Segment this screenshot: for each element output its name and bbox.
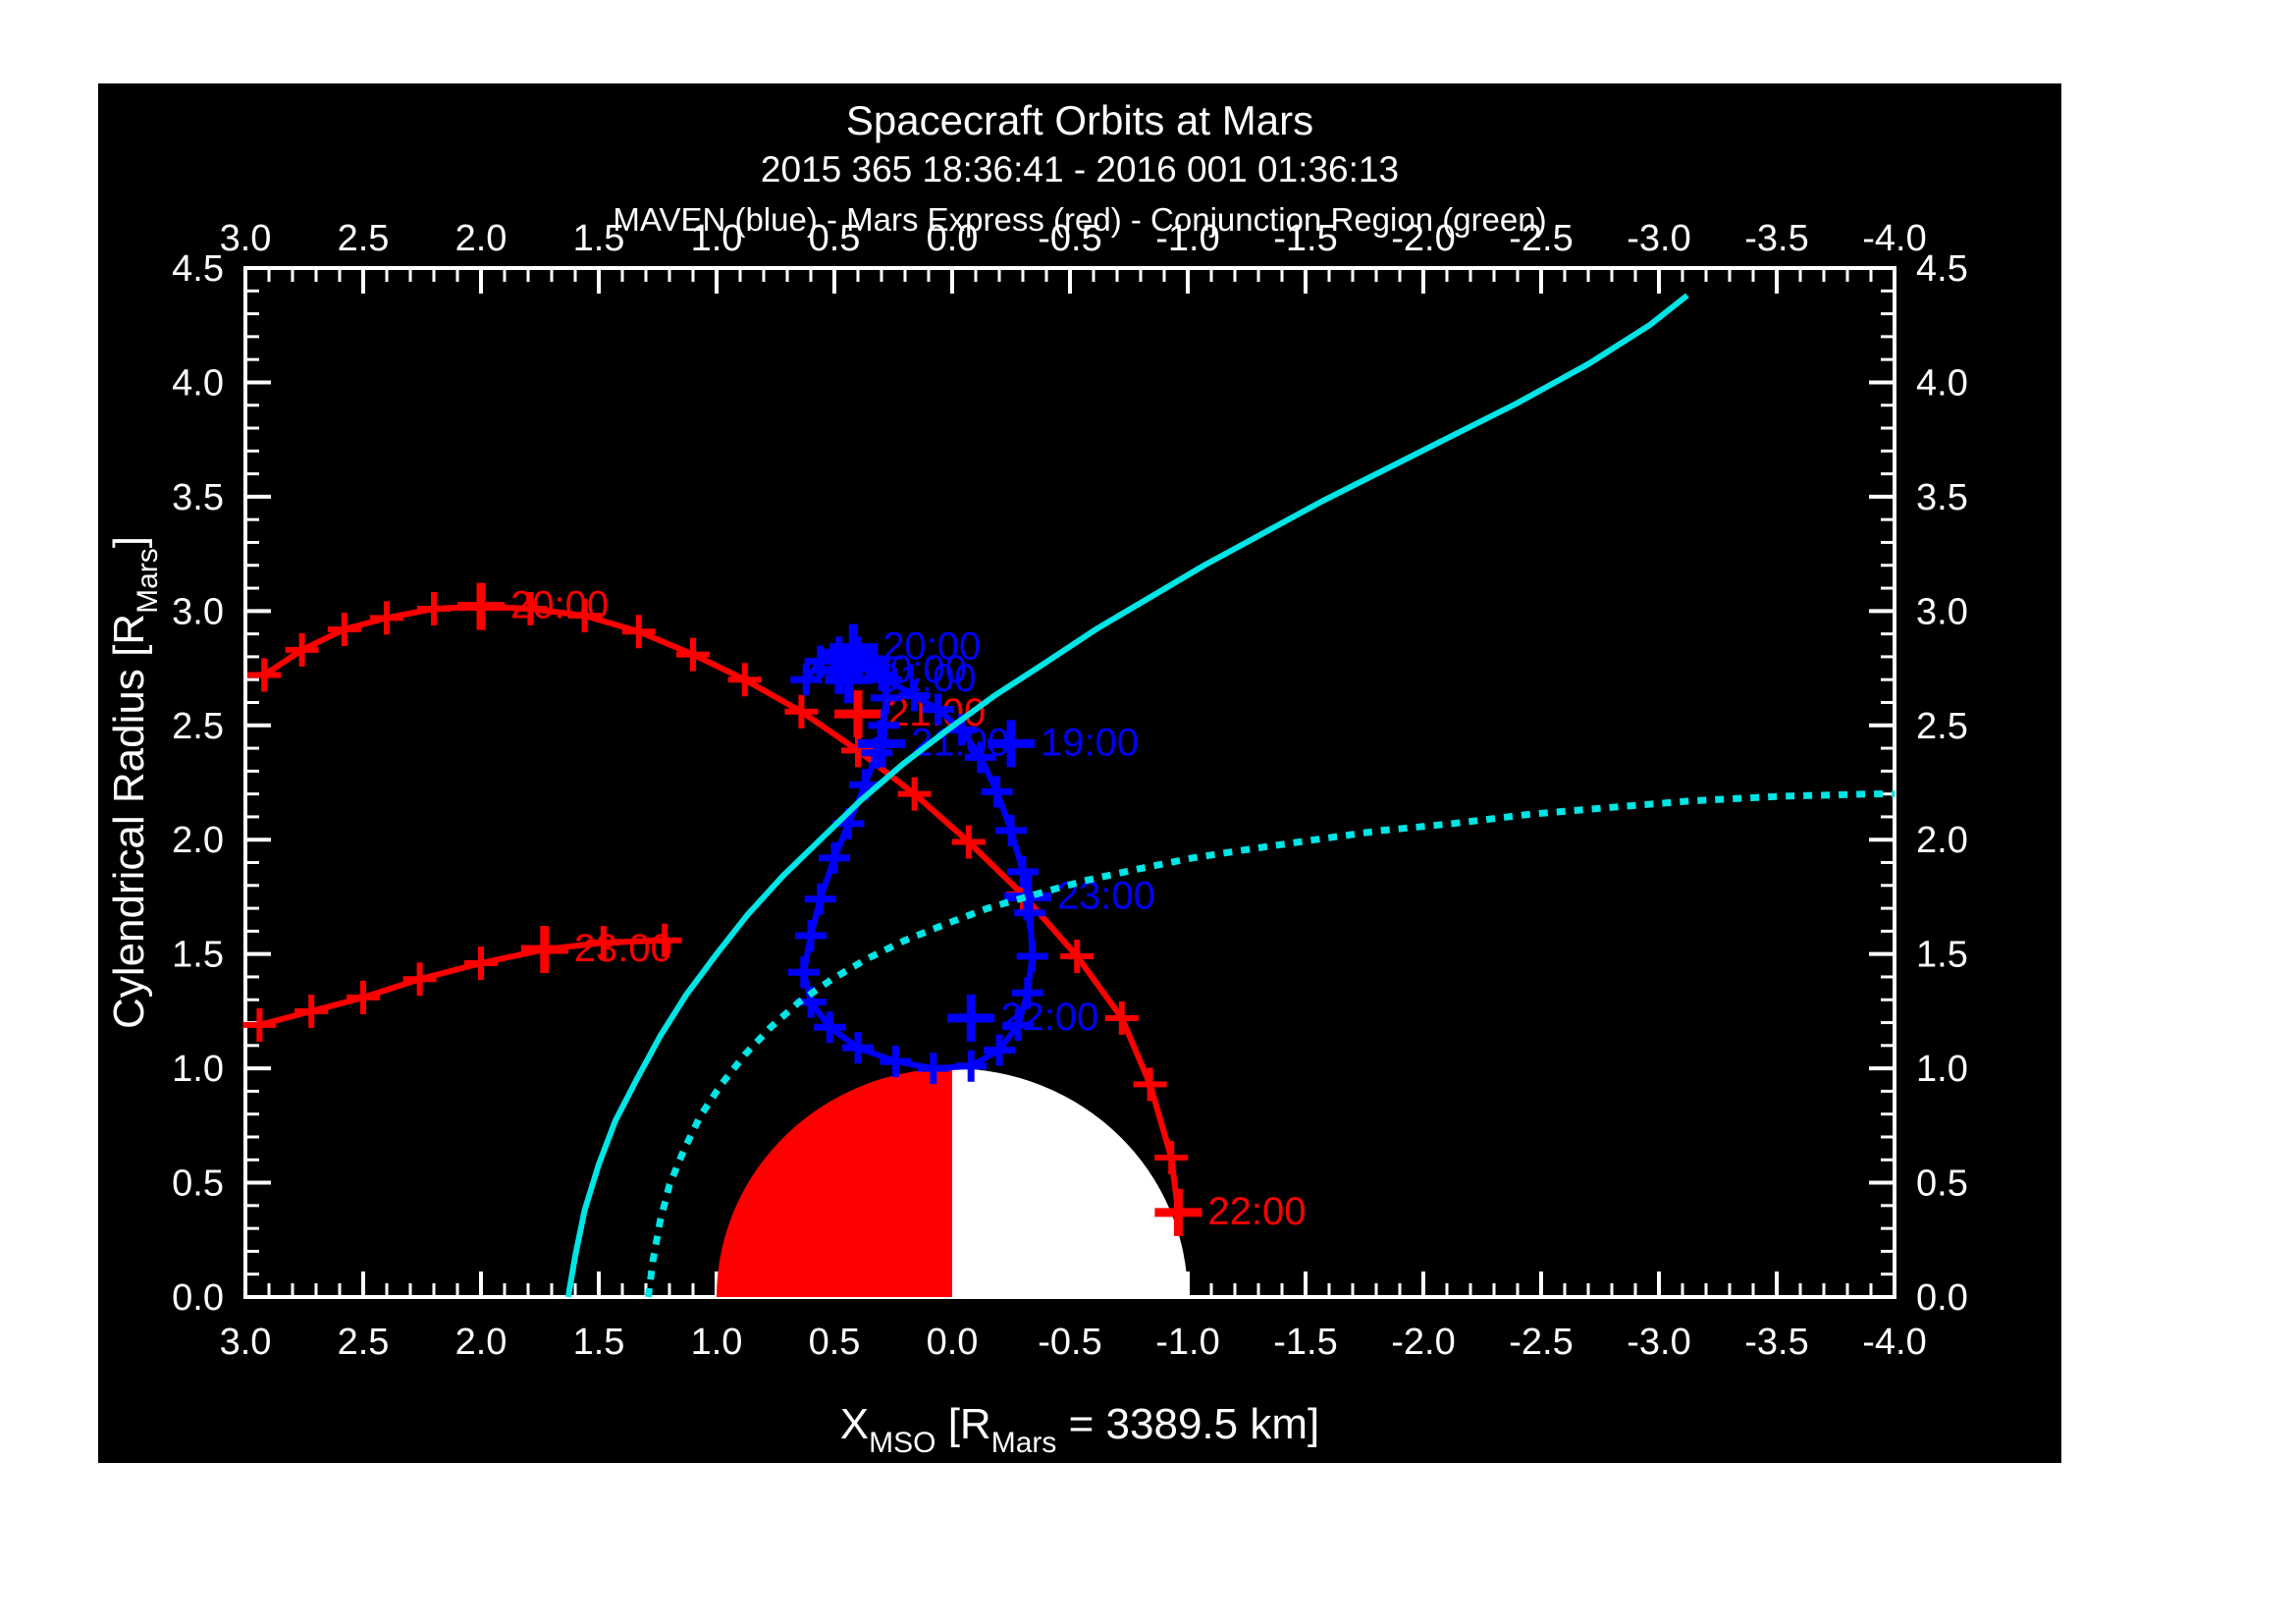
x-tick-label-top: 0.5: [809, 218, 861, 259]
x-tick-label-top: 0.0: [927, 218, 979, 259]
y-tick-label-left: 3.0: [172, 591, 224, 632]
series-conjunction-region-mpb-dotted-: [644, 790, 1895, 1298]
y-tick-label-left: 2.5: [172, 706, 224, 747]
time-label: 23:00: [574, 927, 672, 970]
page-title: Spacecraft Orbits at Mars: [846, 97, 1313, 143]
time-label: 22:00: [1000, 996, 1098, 1039]
y-tick-label-right: 2.5: [1916, 706, 1968, 747]
y-tick-label-right: 1.0: [1916, 1049, 1968, 1090]
time-label: 20:00: [510, 584, 609, 627]
time-label: 20:00: [882, 625, 981, 669]
time-label: 19:00: [1041, 721, 1139, 764]
y-tick-label-left: 3.5: [172, 477, 224, 518]
time-label: 00:00: [869, 648, 967, 691]
x-tick-label-top: 2.5: [338, 218, 390, 259]
mars-nightside: [952, 1068, 1188, 1297]
y-tick-label-right: 3.5: [1916, 477, 1968, 518]
x-tick-label-top: 1.5: [573, 218, 625, 259]
y-tick-label-left: 2.0: [172, 820, 224, 861]
x-tick-label-bottom: -1.0: [1155, 1322, 1219, 1363]
x-tick-label-bottom: 1.5: [573, 1322, 625, 1363]
series-mars-express-lower-arc-inbound-: 23:00: [242, 923, 682, 1042]
x-tick-label-bottom: -2.5: [1509, 1322, 1573, 1363]
y-tick-label-left: 0.0: [172, 1277, 224, 1319]
mars-dayside: [717, 1068, 952, 1297]
x-tick-label-top: -2.5: [1509, 218, 1573, 259]
time-label: 22:00: [1207, 1190, 1306, 1233]
x-tick-label-top: -4.0: [1862, 218, 1926, 259]
x-axis-title: XMSO [RMars = 3389.5 km]: [840, 1400, 1319, 1459]
x-tick-label-top: 2.0: [455, 218, 507, 259]
plot-background: Spacecraft Orbits at Mars 2015 365 18:36…: [98, 83, 2061, 1463]
time-label: 01:00: [878, 657, 976, 700]
y-tick-label-left: 1.0: [172, 1049, 224, 1090]
series-line: [644, 790, 1895, 1298]
x-tick-label-bottom: -0.5: [1038, 1322, 1101, 1363]
x-tick-label-bottom: 0.5: [809, 1322, 861, 1363]
x-tick-label-top: -2.0: [1391, 218, 1455, 259]
x-tick-label-bottom: 3.0: [220, 1322, 272, 1363]
x-tick-label-bottom: -2.0: [1391, 1322, 1455, 1363]
y-tick-label-left: 4.5: [172, 248, 224, 290]
y-tick-label-right: 1.5: [1916, 935, 1968, 976]
x-tick-label-bottom: -4.0: [1862, 1322, 1926, 1363]
y-tick-label-right: 4.5: [1916, 248, 1968, 290]
axes-layer: 3.0 3.0 2.5 2.5 2.0 2.0 1.5 1.5 1.0 1.0 0.5 0.5 0.0 0…: [172, 218, 1968, 1363]
x-tick-label-top: -1.0: [1155, 218, 1219, 259]
y-tick-label-right: 0.5: [1916, 1163, 1968, 1205]
x-tick-label-bottom: 0.0: [927, 1322, 979, 1363]
x-tick-label-top: -0.5: [1038, 218, 1101, 259]
x-tick-label-top: 1.0: [691, 218, 743, 259]
x-tick-label-top: -3.0: [1627, 218, 1690, 259]
legend-text: MAVEN (blue) - Mars Express (red) - Conj…: [613, 201, 1546, 238]
x-tick-label-bottom: 1.0: [691, 1322, 743, 1363]
y-tick-label-right: 3.0: [1916, 591, 1968, 632]
data-layer: 20:0021:0022:0023:0020:0000:0001:0021:00…: [242, 293, 1895, 1298]
series-conjunction-region-bow-shock-solid-: [564, 293, 1689, 1298]
y-tick-label-left: 4.0: [172, 362, 224, 404]
y-tick-label-right: 4.0: [1916, 362, 1968, 404]
x-tick-label-bottom: -1.5: [1273, 1322, 1337, 1363]
x-tick-label-top: 3.0: [220, 218, 272, 259]
y-axis-title: Cylendrical Radius [RMars]: [105, 536, 164, 1029]
series-line: [564, 293, 1689, 1298]
x-tick-label-bottom: 2.0: [455, 1322, 507, 1363]
orbit-plot: Spacecraft Orbits at Mars 2015 365 18:36…: [98, 83, 2061, 1463]
x-tick-label-bottom: -3.5: [1744, 1322, 1808, 1363]
y-tick-label-right: 2.0: [1916, 820, 1968, 861]
x-tick-label-top: -1.5: [1273, 218, 1337, 259]
y-tick-label-left: 0.5: [172, 1163, 224, 1205]
x-tick-label-top: -3.5: [1744, 218, 1808, 259]
y-tick-label-right: 0.0: [1916, 1277, 1968, 1319]
x-tick-label-bottom: 2.5: [338, 1322, 390, 1363]
y-tick-label-left: 1.5: [172, 935, 224, 976]
title-daterange: 2015 365 18:36:41 - 2016 001 01:36:13: [761, 149, 1399, 189]
x-tick-label-bottom: -3.0: [1627, 1322, 1690, 1363]
